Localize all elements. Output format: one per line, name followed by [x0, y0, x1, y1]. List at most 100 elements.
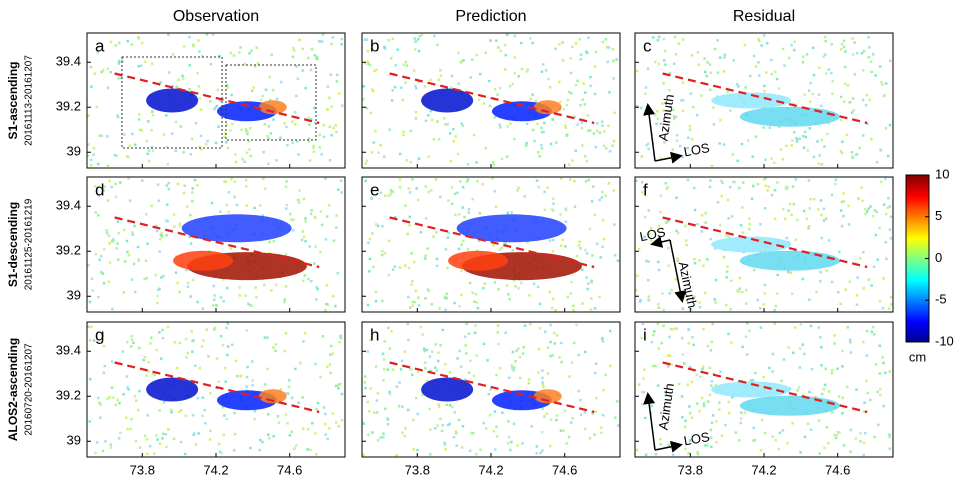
speckle — [328, 159, 332, 162]
speckle — [865, 93, 869, 97]
speckle — [568, 90, 571, 94]
deformation-blob — [533, 100, 562, 115]
speckle — [807, 227, 810, 230]
y-tick-label: 39.2 — [56, 243, 81, 258]
speckle — [803, 130, 807, 134]
speckle — [295, 64, 298, 68]
speckle — [182, 191, 186, 195]
speckle — [770, 58, 773, 62]
speckle — [590, 297, 593, 300]
speckle — [752, 426, 755, 430]
speckle — [435, 257, 439, 261]
speckle — [806, 422, 810, 426]
speckle — [667, 246, 670, 250]
speckle — [538, 302, 542, 306]
speckle — [607, 181, 611, 185]
speckle — [117, 231, 120, 235]
speckle — [645, 259, 648, 263]
x-tick-label: 74.2 — [478, 462, 503, 477]
speckle — [326, 85, 330, 88]
speckle — [408, 191, 412, 194]
speckle — [643, 235, 646, 239]
speckle — [601, 340, 605, 343]
speckle — [137, 113, 141, 116]
speckle — [608, 150, 612, 153]
speckle — [424, 185, 428, 188]
speckle — [709, 179, 712, 182]
speckle — [562, 108, 566, 111]
speckle — [643, 92, 647, 96]
speckle — [642, 377, 645, 380]
speckle — [259, 98, 263, 102]
speckle — [637, 247, 641, 251]
speckle — [662, 308, 665, 312]
speckle — [199, 134, 203, 138]
speckle — [468, 281, 472, 285]
speckle — [252, 86, 255, 89]
speckle — [467, 208, 471, 211]
deformation-blob — [258, 389, 287, 404]
speckle — [637, 383, 641, 386]
speckle — [454, 213, 457, 217]
speckle — [447, 199, 450, 202]
speckle — [851, 53, 855, 56]
speckle — [661, 292, 664, 295]
speckle — [791, 185, 795, 188]
speckle — [808, 298, 811, 302]
speckle — [836, 430, 840, 434]
speckle — [496, 93, 499, 96]
fault-trace — [114, 216, 320, 269]
row-name: S1-ascending — [6, 61, 20, 139]
speckle — [395, 453, 398, 457]
speckle — [377, 151, 380, 154]
speckle — [684, 239, 688, 242]
speckle — [604, 373, 608, 377]
speckle — [162, 432, 165, 436]
speckle — [569, 57, 573, 60]
speckle — [820, 213, 823, 217]
speckle — [729, 109, 732, 112]
speckle — [730, 341, 733, 344]
speckle — [108, 395, 111, 399]
speckle — [799, 451, 802, 454]
speckle — [416, 198, 420, 202]
speckle — [820, 363, 823, 367]
row-dates: 20161113-20161207 — [24, 55, 35, 146]
speckle — [668, 335, 671, 339]
speckle — [450, 74, 454, 78]
speckle — [565, 442, 568, 445]
speckle — [681, 336, 684, 340]
speckle — [314, 432, 317, 435]
speckle — [461, 185, 465, 189]
speckle — [284, 285, 288, 288]
speckle — [714, 247, 717, 250]
speckle — [147, 361, 151, 364]
speckle — [749, 74, 752, 78]
speckle — [740, 290, 744, 294]
speckle — [493, 88, 497, 91]
speckle — [365, 38, 369, 41]
speckle — [336, 188, 340, 191]
speckle — [497, 342, 500, 346]
speckle — [879, 148, 882, 151]
speckle — [554, 141, 558, 144]
speckle — [409, 160, 412, 164]
speckle — [176, 182, 180, 186]
speckle — [307, 56, 310, 60]
speckle — [390, 330, 393, 333]
speckle — [739, 421, 742, 425]
speckle — [191, 199, 194, 203]
speckle — [188, 235, 191, 239]
speckle — [313, 106, 316, 110]
speckle — [106, 164, 110, 167]
speckle — [608, 329, 612, 333]
speckle — [457, 213, 461, 216]
speckle — [589, 75, 592, 79]
speckle — [436, 120, 439, 123]
speckle — [766, 189, 769, 192]
speckle — [647, 209, 651, 212]
speckle — [317, 39, 321, 43]
speckle — [262, 150, 265, 154]
speckle — [662, 37, 666, 41]
